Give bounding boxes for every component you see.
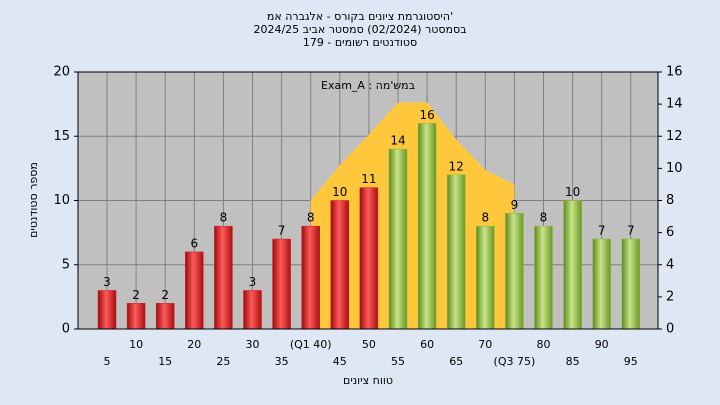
x-tick-label: 80 xyxy=(537,338,551,351)
y-tick-label: 0 xyxy=(62,322,70,337)
x-tick-label: 95 xyxy=(624,355,638,368)
data-label: 11 xyxy=(361,172,376,186)
x-tick-label: 90 xyxy=(595,338,609,351)
data-label: 2 xyxy=(132,288,140,302)
data-label: 9 xyxy=(511,198,519,212)
x-tick-label: 50 xyxy=(362,338,376,351)
y2-tick-label: 14 xyxy=(666,97,683,112)
y-tick-label: 15 xyxy=(53,129,70,144)
x-tick-label: (Q3 75) xyxy=(494,355,536,368)
bar xyxy=(563,200,582,330)
x-tick-label: (Q1 40) xyxy=(290,338,332,351)
data-label: 10 xyxy=(565,185,580,199)
y2-tick-label: 4 xyxy=(666,257,674,272)
data-label: 3 xyxy=(103,275,111,289)
y-tick-label: 5 xyxy=(62,257,70,272)
data-label: 16 xyxy=(419,108,434,122)
x-tick-label: 5 xyxy=(104,355,111,368)
x-tick-label: 15 xyxy=(158,355,172,368)
y-tick-label: 20 xyxy=(53,65,70,80)
data-label: 12 xyxy=(449,159,464,173)
data-label: 7 xyxy=(598,224,606,238)
y2-tick-label: 2 xyxy=(666,289,674,304)
data-label: 8 xyxy=(481,211,489,225)
bar xyxy=(185,251,204,330)
y-tick-label: 10 xyxy=(53,193,70,208)
x-tick-label: 55 xyxy=(391,355,405,368)
data-label: 10 xyxy=(332,185,347,199)
annotation: במש'מה : Exam_A xyxy=(321,79,415,92)
y2-tick-label: 6 xyxy=(666,225,674,240)
x-tick-label: 10 xyxy=(129,338,143,351)
bar xyxy=(388,148,408,330)
data-label: 2 xyxy=(161,288,169,302)
bar xyxy=(534,225,553,330)
x-tick-label: 30 xyxy=(246,338,260,351)
bar xyxy=(505,213,524,330)
x-tick-label: 65 xyxy=(449,355,463,368)
data-label: 8 xyxy=(307,211,315,225)
chart-title: 'היסטוגרמת ציונים בקורס - אלגברה אמ xyxy=(267,10,453,23)
plot-border xyxy=(77,71,659,330)
bar xyxy=(359,187,379,330)
x-tick-label: 45 xyxy=(333,355,347,368)
x-tick-label: 60 xyxy=(420,338,434,351)
bar xyxy=(301,225,320,330)
bar xyxy=(243,290,262,330)
y2-tick-label: 0 xyxy=(666,322,674,337)
bar xyxy=(214,225,233,330)
bar xyxy=(126,303,146,330)
bar xyxy=(446,174,466,330)
bar xyxy=(97,290,117,330)
x-tick-label: 85 xyxy=(566,355,580,368)
data-label: 7 xyxy=(627,224,635,238)
x-tick-label: 70 xyxy=(478,338,492,351)
y2-tick-label: 12 xyxy=(666,129,683,144)
x-tick-label: 20 xyxy=(187,338,201,351)
data-label: 3 xyxy=(249,275,257,289)
x-axis-label: טווח ציונים xyxy=(343,374,393,387)
y2-tick-label: 8 xyxy=(666,193,674,208)
data-label: 8 xyxy=(540,211,548,225)
bar xyxy=(592,238,611,330)
x-tick-label: 25 xyxy=(216,355,230,368)
chart-subtitle: בסמסטר (02/2024) סמסטר אביב 2024/25 xyxy=(253,23,466,36)
bar xyxy=(330,200,350,330)
x-tick-label: 35 xyxy=(275,355,289,368)
y2-tick-label: 10 xyxy=(666,161,683,176)
data-label: 7 xyxy=(278,224,286,238)
data-label: 8 xyxy=(220,211,228,225)
y2-tick-label: 16 xyxy=(666,65,683,80)
bar xyxy=(155,303,175,330)
chart-subtitle: סטודנטים רשומים - 179 xyxy=(303,36,417,49)
data-label: 6 xyxy=(190,236,198,250)
bar xyxy=(621,238,641,330)
y-axis-label: מספר סטודנטים xyxy=(27,162,40,238)
bar xyxy=(272,238,291,330)
data-label: 14 xyxy=(390,134,405,148)
bar xyxy=(417,123,437,330)
bar xyxy=(476,225,495,330)
